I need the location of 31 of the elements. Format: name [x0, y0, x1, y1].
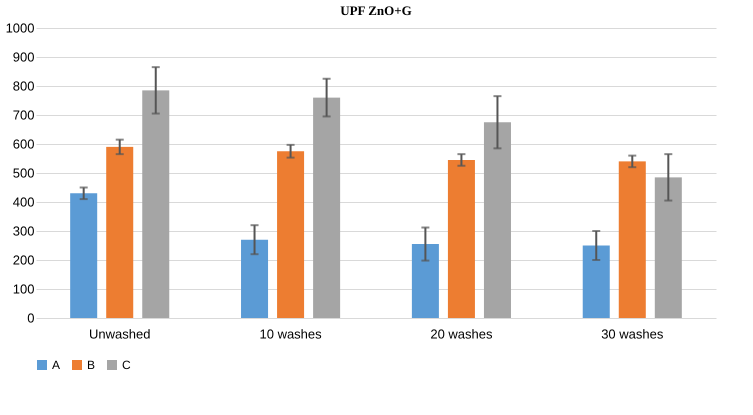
y-tick-label: 900 — [12, 50, 34, 64]
y-tick-label: 300 — [12, 224, 34, 238]
bar — [277, 151, 304, 318]
bar — [448, 160, 475, 318]
y-tick-label: 400 — [12, 194, 34, 210]
y-tick-label: 1000 — [6, 20, 34, 36]
legend-label: A — [52, 358, 60, 372]
chart-title: UPF ZnO+G — [340, 3, 412, 18]
y-tick-label: 500 — [12, 166, 34, 180]
y-tick-label: 700 — [12, 108, 34, 122]
bar — [484, 122, 511, 318]
y-tick-label: 100 — [12, 282, 34, 296]
y-tick-label: 800 — [12, 78, 34, 94]
legend-label: C — [122, 358, 131, 372]
bar — [582, 246, 610, 318]
y-tick-label: 0 — [27, 310, 34, 326]
bar — [241, 240, 268, 318]
bar — [142, 90, 170, 318]
bar — [106, 146, 134, 318]
legend-label: B — [87, 358, 96, 372]
y-tick-label: 200 — [12, 252, 34, 268]
x-tick-label: 10 washes — [259, 326, 322, 342]
bar — [313, 98, 340, 318]
x-tick-label: 20 washes — [430, 326, 493, 342]
y-tick-label: 600 — [12, 136, 34, 152]
x-tick-label: 30 washes — [601, 326, 664, 342]
bar — [70, 193, 98, 318]
bar — [654, 177, 682, 318]
bar — [618, 161, 646, 318]
bar — [412, 244, 439, 318]
x-tick-label: Unwashed — [89, 326, 150, 342]
